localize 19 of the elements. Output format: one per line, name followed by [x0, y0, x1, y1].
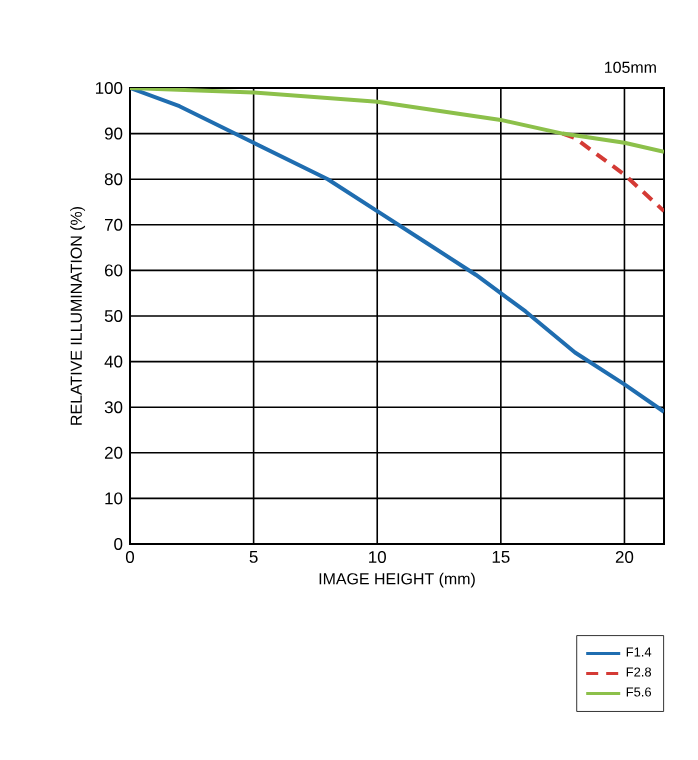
y-tick-label: 30	[104, 401, 123, 414]
y-tick-label: 0	[114, 538, 123, 550]
x-tick-label: 5	[249, 551, 258, 563]
y-tick-label: 20	[104, 446, 123, 459]
y-tick-label: 40	[104, 355, 123, 368]
y-tick-label: 100	[95, 82, 123, 94]
y-tick-label: 60	[105, 264, 123, 277]
x-tick-label: 10	[369, 551, 386, 564]
y-tick-label: 70	[105, 218, 123, 231]
line-series	[130, 87, 665, 414]
y-tick-label: 10	[105, 492, 123, 505]
line-series	[560, 131, 665, 214]
x-tick-label: 15	[492, 551, 510, 563]
x-tick-label: 20	[615, 551, 634, 564]
y-tick-label: 50	[104, 310, 123, 322]
y-tick-label: 80	[104, 173, 123, 186]
y-tick-label: 90	[104, 127, 123, 140]
x-tick-label: 0	[125, 551, 135, 564]
line-series	[130, 87, 665, 154]
